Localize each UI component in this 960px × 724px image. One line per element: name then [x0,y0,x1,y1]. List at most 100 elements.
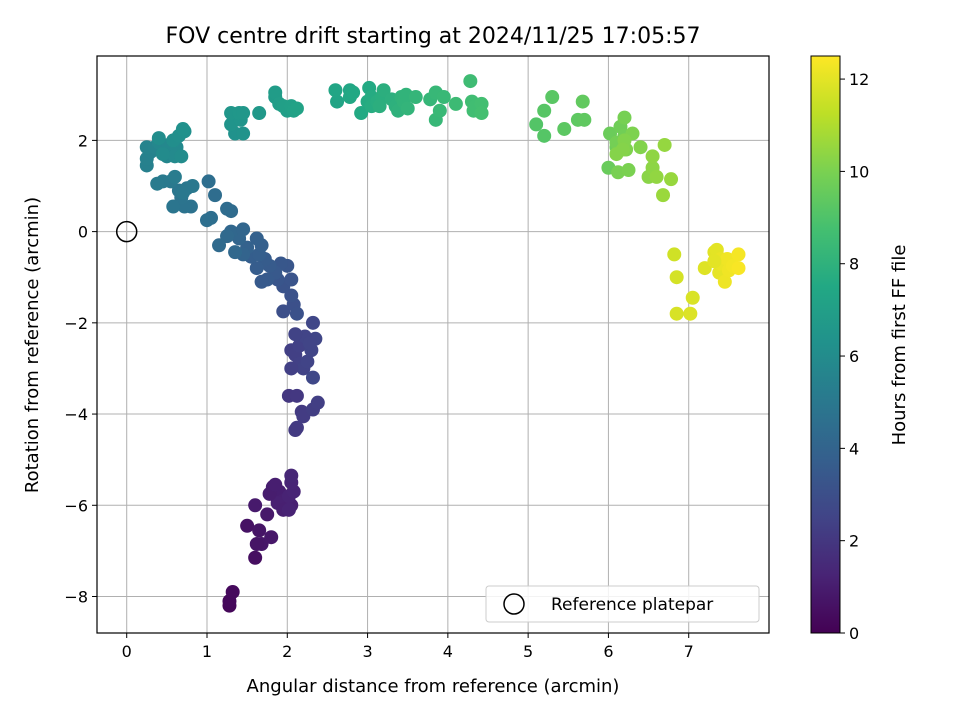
legend: Reference platepar [485,585,760,623]
x-tick-label: 1 [202,642,212,661]
data-point [617,110,632,125]
legend-reference-marker [503,593,525,615]
data-point [254,274,269,289]
data-point [268,85,283,100]
colorbar-label: Hours from first FF file [889,245,910,446]
data-point [249,537,264,552]
colorbar-tick-label: 8 [849,255,859,274]
data-point [305,370,320,385]
data-point [220,201,235,216]
y-axis-ticks: −8 −6 −4 −2 0 2 [64,131,97,607]
colorbar-gradient [810,55,841,634]
data-point [151,131,166,146]
chart-title: FOV centre drift starting at 2024/11/25 … [166,24,701,49]
data-point [669,270,684,285]
y-tick-label: 0 [78,223,88,242]
colorbar-tick-label: 6 [849,347,859,366]
data-point [645,149,660,164]
data-point [300,354,315,369]
x-tick-label: 5 [523,642,533,661]
data-point [155,147,170,162]
data-point [225,584,240,599]
data-point [175,121,190,136]
y-tick-label: −8 [64,588,88,607]
reference-marker [115,220,138,243]
data-point [236,222,251,237]
data-point [249,261,264,276]
data-point [557,121,572,136]
data-point [281,502,296,517]
y-axis-label: Rotation from reference (arcmin) [22,197,43,493]
plot-frame [96,55,770,634]
data-point [248,498,263,513]
data-point [376,83,391,98]
data-point [545,90,560,105]
colorbar-ticks: 0 2 4 6 8 10 12 [840,70,869,643]
data-point [408,90,423,105]
data-point [537,103,552,118]
data-point [656,188,671,203]
data-point [537,128,552,143]
data-point [249,231,264,246]
x-axis-label: Angular distance from reference (arcmin) [247,676,620,697]
data-point [201,174,216,189]
data-point [268,477,283,492]
data-point [150,176,165,191]
x-tick-label: 3 [362,642,372,661]
reference-marker-group [115,220,138,243]
data-point [240,518,255,533]
colorbar-tick-label: 4 [849,439,859,458]
data-point [354,106,369,121]
x-tick-label: 6 [603,642,613,661]
data-point [346,85,361,100]
data-point [284,272,299,287]
data-point [199,213,214,228]
y-tick-label: −4 [64,405,88,424]
data-point [228,245,243,260]
data-point [289,101,304,116]
data-point [276,304,291,319]
data-point [288,327,303,342]
colorbar-tick-label: 0 [849,624,859,643]
data-point [175,185,190,200]
data-point [220,229,235,244]
data-point [657,137,672,152]
x-tick-label: 4 [443,642,453,661]
data-point [174,149,189,164]
data-point [463,74,478,89]
x-tick-label: 2 [282,642,292,661]
data-point [212,238,227,253]
data-point [731,261,746,276]
data-point [236,106,251,121]
data-point [208,188,223,203]
data-point [683,306,698,321]
data-point [264,530,279,545]
data-point [669,306,684,321]
data-point [685,290,700,305]
x-tick-label: 0 [122,642,132,661]
grid-lines [97,56,769,633]
data-point [577,112,592,127]
data-point [236,126,251,141]
data-point [575,94,590,109]
data-point [289,306,304,321]
data-point [731,247,746,262]
data-point [448,96,463,111]
y-tick-label: −6 [64,496,88,515]
data-point [432,103,447,118]
colorbar-tick-label: 12 [849,70,869,89]
data-point [166,199,181,214]
data-point [400,101,415,116]
data-point [664,172,679,187]
data-point [328,83,343,98]
data-point [284,361,299,376]
data-point [289,388,304,403]
colorbar-tick-label: 2 [849,532,859,551]
data-point [284,288,299,303]
data-point [474,106,489,121]
data-point [330,94,345,109]
data-point [167,169,182,184]
legend-box [485,585,760,623]
data-point [649,169,664,184]
